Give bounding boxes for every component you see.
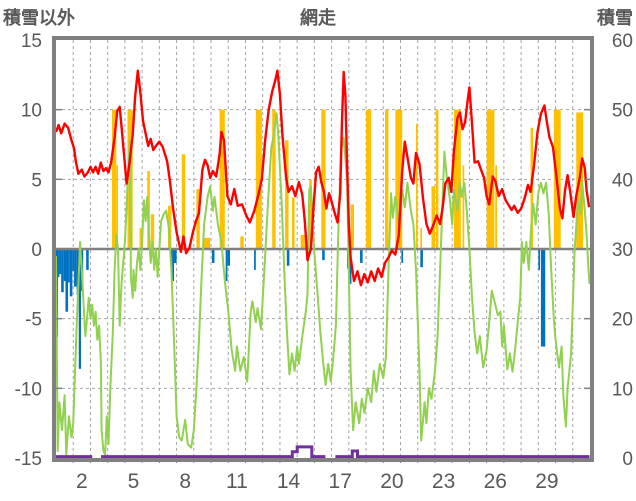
red-temperature-line — [56, 69, 590, 287]
plot-border — [52, 36, 594, 462]
chart-title: 網走 — [300, 8, 336, 28]
left-axis-tick-label: -5 — [25, 310, 42, 331]
left-axis-tick-label: 0 — [31, 240, 42, 261]
green-snow-depth-line — [56, 112, 590, 456]
x-axis-tick-label: 23 — [432, 470, 455, 493]
axis-ticks — [56, 108, 590, 463]
right-axis-tick-label: 40 — [612, 170, 633, 191]
right-axis-tick-label: 60 — [612, 31, 633, 52]
x-axis-tick-label: 8 — [179, 470, 191, 493]
left-axis-title: 積雪以外 — [3, 8, 75, 28]
x-axis-tick-label: 26 — [484, 470, 507, 493]
right-axis-tick-label: 50 — [612, 101, 633, 122]
right-axis-tick-label: 10 — [612, 379, 633, 400]
plot-series — [56, 69, 590, 458]
x-axis-tick-label: 14 — [277, 470, 301, 493]
left-axis-tick-label: 10 — [21, 101, 42, 122]
x-axis-tick-label: 17 — [329, 470, 352, 493]
x-axis-tick-label: 5 — [128, 470, 140, 493]
x-axis-tick-label: 11 — [226, 470, 248, 493]
right-axis-tick-label: 0 — [622, 449, 633, 470]
left-axis-tick-label: 5 — [31, 170, 42, 191]
purple-snowfall-line — [56, 445, 590, 458]
x-axis-tick-label: 2 — [76, 470, 88, 493]
right-axis-tick-label: 30 — [612, 240, 633, 261]
x-axis-tick-label: 29 — [535, 470, 558, 493]
left-axis-tick-label: -10 — [15, 379, 42, 400]
right-axis-title: 積雪 — [597, 8, 633, 28]
left-axis-tick-label: 15 — [21, 31, 42, 52]
left-axis-tick-label: -15 — [15, 449, 42, 470]
x-axis-tick-label: 20 — [380, 470, 403, 493]
right-axis-tick-label: 20 — [612, 310, 633, 331]
